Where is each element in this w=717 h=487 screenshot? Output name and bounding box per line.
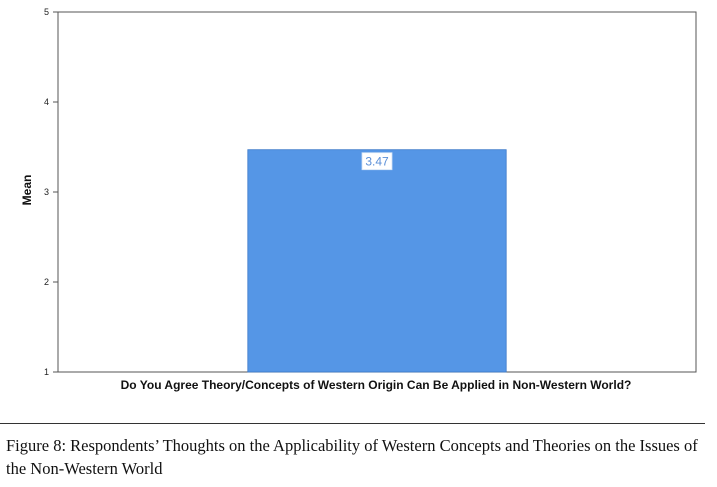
- y-axis-title: Mean: [20, 175, 34, 206]
- figure-caption: Figure 8: Respondents’ Thoughts on the A…: [6, 436, 698, 478]
- y-axis-ticks: 1 2 3 4 5: [44, 7, 58, 377]
- x-axis-title: Do You Agree Theory/Concepts of Western …: [121, 378, 632, 392]
- bar-chart: 1 2 3 4 5 3.47 Mean Do You Agree Theory/Conc…: [20, 7, 697, 392]
- y-tick-label: 5: [44, 7, 49, 17]
- data-label: 3.47: [365, 155, 389, 169]
- caption-divider: [0, 423, 705, 424]
- data-label-box: [361, 152, 393, 171]
- y-tick-label: 1: [44, 367, 49, 377]
- y-tick-label: 4: [44, 97, 49, 107]
- y-tick-label: 3: [44, 187, 49, 197]
- bars: 3.47: [247, 149, 507, 373]
- bar: [247, 149, 507, 373]
- y-tick-label: 2: [44, 277, 49, 287]
